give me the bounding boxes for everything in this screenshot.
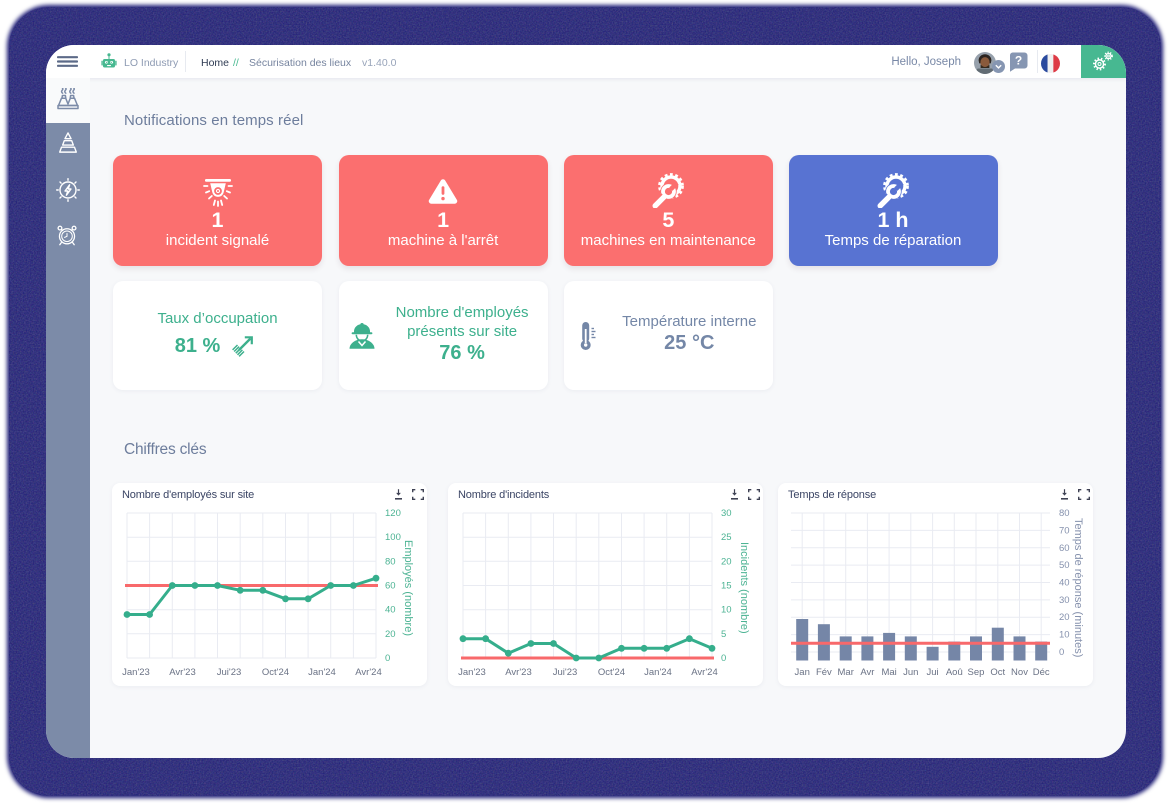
svg-text:Mai: Mai (881, 667, 896, 678)
svg-text:Jan: Jan (795, 667, 810, 678)
svg-text:20: 20 (1059, 612, 1070, 623)
svg-text:Oct: Oct (990, 667, 1005, 678)
svg-text:70: 70 (1059, 525, 1070, 536)
svg-text:20: 20 (721, 556, 732, 567)
svg-text:Avr'24: Avr'24 (691, 667, 717, 678)
svg-text:Jui'23: Jui'23 (553, 667, 578, 678)
svg-text:10: 10 (1059, 630, 1070, 641)
svg-text:Avr: Avr (860, 667, 874, 678)
svg-text:60: 60 (385, 581, 396, 592)
svg-text:Jan'24: Jan'24 (308, 667, 336, 678)
svg-text:Nov: Nov (1011, 667, 1028, 678)
svg-text:Avr'24: Avr'24 (355, 667, 381, 678)
svg-text:Fév: Fév (816, 667, 832, 678)
svg-text:25: 25 (721, 532, 732, 543)
svg-text:Jun: Jun (903, 667, 918, 678)
svg-text:40: 40 (1059, 578, 1070, 589)
svg-text:5: 5 (721, 629, 726, 640)
svg-text:20: 20 (385, 629, 396, 640)
svg-text:30: 30 (721, 508, 732, 519)
svg-text:100: 100 (385, 532, 401, 543)
svg-text:Oct'24: Oct'24 (262, 667, 289, 678)
svg-text:Sep: Sep (968, 667, 985, 678)
svg-text:0: 0 (385, 653, 390, 664)
svg-text:Avr'23: Avr'23 (505, 667, 531, 678)
svg-text:80: 80 (385, 556, 396, 567)
svg-text:Aoû: Aoû (946, 667, 963, 678)
svg-text:?: ? (1015, 54, 1022, 68)
svg-text:0: 0 (721, 653, 726, 664)
svg-text:120: 120 (385, 508, 401, 519)
svg-text:Jan'23: Jan'23 (122, 667, 150, 678)
svg-text:Déc: Déc (1033, 667, 1050, 678)
svg-text:80: 80 (1059, 508, 1070, 519)
svg-text:30: 30 (1059, 595, 1070, 606)
svg-text:40: 40 (385, 605, 396, 616)
svg-text:60: 60 (1059, 543, 1070, 554)
svg-text:Jan'24: Jan'24 (644, 667, 672, 678)
svg-text:50: 50 (1059, 560, 1070, 571)
svg-text:Jui: Jui (927, 667, 939, 678)
svg-text:Oct'24: Oct'24 (598, 667, 625, 678)
svg-text:Jan'23: Jan'23 (458, 667, 486, 678)
svg-text:15: 15 (721, 581, 732, 592)
svg-text:0: 0 (1059, 647, 1064, 658)
svg-text:10: 10 (721, 605, 732, 616)
svg-text:Mar: Mar (838, 667, 854, 678)
svg-text:Avr'23: Avr'23 (169, 667, 195, 678)
svg-text:Jui'23: Jui'23 (217, 667, 242, 678)
